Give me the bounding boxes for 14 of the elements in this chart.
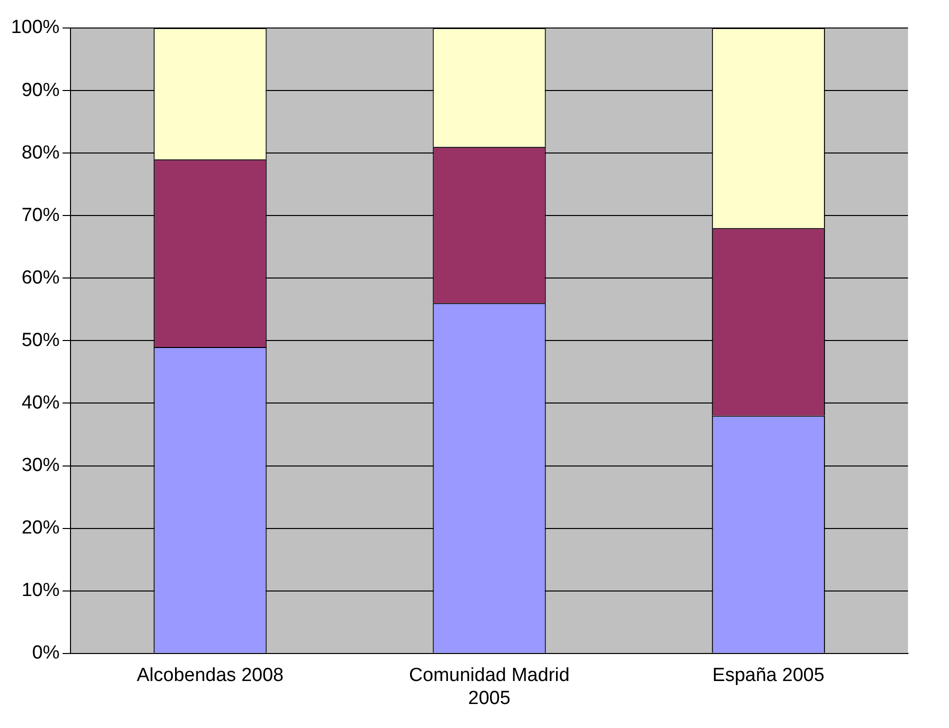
y-tick-label: 10% — [22, 580, 60, 602]
y-tick-label: 60% — [22, 267, 60, 288]
y-tick-label: 100% — [10, 17, 60, 38]
y-tick-label: 80% — [22, 142, 60, 164]
y-tick-label: 90% — [22, 80, 60, 101]
x-tick-label: España 2005 — [712, 665, 824, 686]
y-tick-label: 70% — [22, 204, 60, 226]
x-tick-label: Comunidad Madrid 2005 — [409, 665, 570, 709]
y-tick-label: 20% — [22, 518, 60, 539]
y-tick-label: 40% — [22, 392, 60, 414]
y-tick-label: 50% — [22, 330, 60, 351]
x-tick-label: Alcobendas 2008 — [136, 665, 284, 686]
y-tick-label: 0% — [32, 642, 60, 664]
y-tick-label: 30% — [22, 455, 60, 476]
